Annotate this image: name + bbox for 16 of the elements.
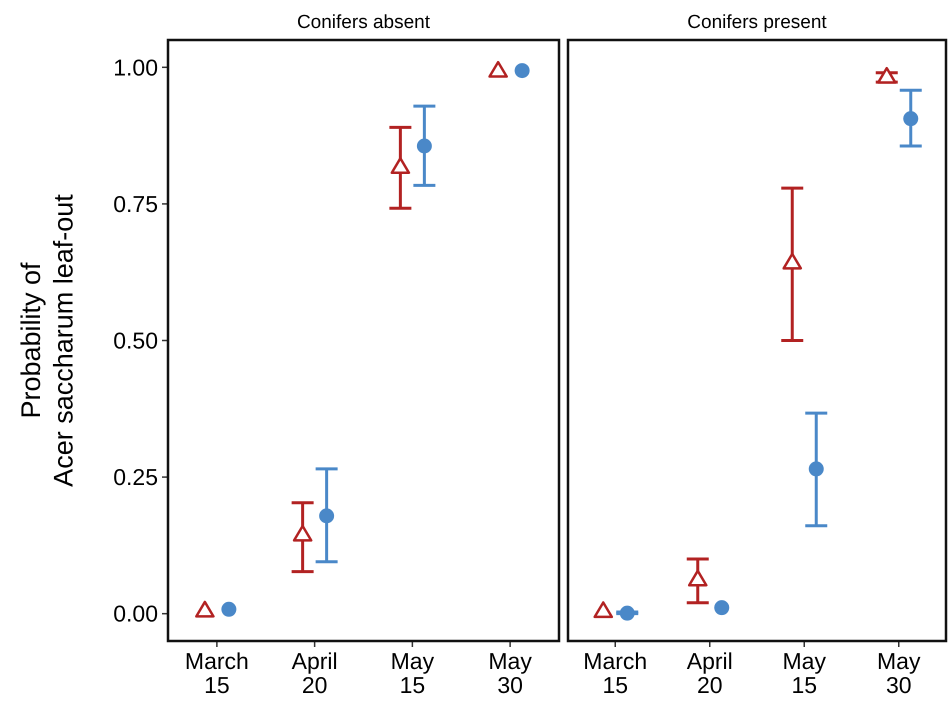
x-tick-label: March 15 (583, 648, 648, 698)
x-tick-label: May 30 (488, 648, 532, 698)
y-tick-label: 0.25 (113, 464, 158, 490)
chart-title: Conifers present (687, 12, 828, 33)
y-tick-label: 0.50 (113, 328, 158, 354)
y-tick-label: 0.75 (113, 190, 158, 217)
x-tick-label: April 20 (292, 648, 338, 698)
y-axis-title: Probability of Acer saccharum leaf-out (16, 194, 78, 487)
y-tick-label: 1.00 (113, 54, 158, 80)
y-tick-label: 0.00 (113, 600, 158, 627)
x-tick-label: March 15 (184, 648, 249, 698)
x-tick-label: May 15 (782, 648, 826, 698)
chart-title: Conifers absent (296, 12, 431, 33)
x-tick-label: May 15 (390, 648, 435, 698)
x-tick-label: May 30 (877, 648, 921, 698)
x-tick-label: April 20 (686, 648, 733, 698)
